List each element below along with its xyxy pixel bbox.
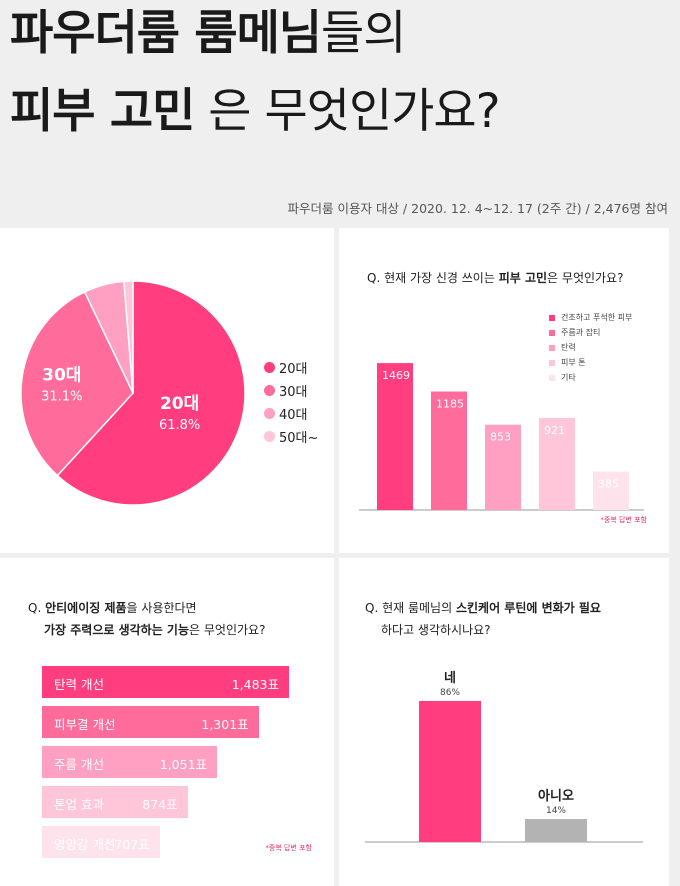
pie-value-2: 31.1%	[41, 389, 82, 404]
hbar-label: 톤업 효과	[54, 797, 104, 812]
hbar-value: 1,051표	[159, 757, 208, 772]
skin-concern-bar-chart: 1469 1185 853 921 385	[359, 363, 644, 511]
survey-source: 파우더룸 이용자 대상 / 2020. 12. 4~12. 17 (2주 간) …	[287, 201, 668, 216]
anti-aging-panel: Q. 안티에이징 제품을 사용한다면 가장 주력으로 생각하는 기능은 무엇인가…	[0, 558, 334, 886]
bar-legend-label: 주름과 잡티	[561, 328, 601, 337]
bar-legend-label: 탄력	[561, 343, 576, 352]
skin-concern-panel: Q. 현재 가장 신경 쓰이는 피부 고민은 무엇인가요? 건조하고 푸석한 피…	[339, 228, 669, 553]
pie-legend-label: 40대	[279, 408, 308, 423]
legend-square-icon	[549, 374, 555, 381]
legend-dot-icon	[264, 431, 275, 442]
hbar-2: 피부결 개선 1,301표	[42, 706, 259, 738]
hbar-value: 1,483표	[231, 677, 279, 692]
hbar-value: 707표	[114, 837, 150, 852]
routine-question-line2: 하다고 생각하시나요?	[381, 623, 491, 637]
legend-square-icon	[549, 329, 555, 336]
routine-change-panel: Q. 현재 룸메님의 스킨케어 루틴에 변화가 필요 하다고 생각하시나요? 네…	[339, 558, 669, 886]
anti-aging-question-line1: Q. 안티에이징 제품을 사용한다면	[28, 601, 197, 615]
skin-concern-note: *중복 답변 포함	[600, 516, 647, 524]
pie-slice-4	[123, 280, 134, 394]
bar-1	[377, 363, 413, 510]
bar-legend-label: 건조하고 푸석한 피부	[561, 313, 633, 322]
hbar-value: 1,301표	[201, 717, 249, 732]
routine-question-line1: Q. 현재 룸메님의 스킨케어 루틴에 변화가 필요	[365, 601, 601, 615]
anti-aging-question-line2: 가장 주력으로 생각하는 기능은 무엇인가요?	[44, 623, 266, 637]
age-pie-panel: 20대 61.8% 30대 31.1% 20대 30대 40대 50대~	[0, 228, 334, 553]
pie-legend-label: 50대~	[279, 431, 319, 446]
hbar-label: 영양감 개선	[54, 837, 116, 852]
hbar-5: 영양감 개선 707표	[42, 826, 160, 858]
pie-legend-item: 30대	[264, 381, 308, 400]
bar-2	[431, 391, 467, 510]
bar-legend-label: 피부 톤	[561, 358, 586, 367]
pie-label-2: 30대	[42, 365, 81, 385]
pie-slice-1	[56, 280, 246, 506]
bar-legend-item: 피부 톤	[549, 357, 586, 368]
anti-aging-note: *중복 답변 포함	[265, 844, 312, 852]
bar-legend-item: 주름과 잡티	[549, 327, 600, 338]
routine-bar-label: 네	[444, 670, 456, 686]
legend-dot-icon	[264, 362, 275, 373]
bar-value-label: 1185	[436, 398, 464, 411]
page-title-line1: 파우더룸 룸메님들의	[10, 6, 407, 61]
legend-dot-icon	[264, 385, 275, 396]
bar-value-label: 853	[490, 431, 511, 444]
bar-value-label: 1469	[382, 369, 410, 382]
hbar-label: 피부결 개선	[54, 717, 116, 732]
legend-square-icon	[549, 359, 555, 366]
pie-value-1: 61.8%	[159, 418, 200, 433]
pie-legend-item: 20대	[264, 358, 308, 377]
bar-value-label: 921	[544, 424, 565, 437]
skin-concern-question: Q. 현재 가장 신경 쓰이는 피부 고민은 무엇인가요?	[367, 271, 624, 285]
bar-3	[485, 424, 521, 510]
bar-4	[539, 417, 575, 510]
legend-square-icon	[549, 344, 555, 351]
bar-legend-label: 기타	[561, 373, 576, 382]
legend-dot-icon	[264, 408, 275, 419]
hbar-4: 톤업 효과 874표	[42, 786, 188, 818]
pie-label-1: 20대	[160, 394, 199, 414]
routine-bar-value: 14%	[546, 806, 566, 816]
bar-value-label: 385	[598, 478, 619, 491]
routine-bar-chart: 네 86% 아니오 14%	[365, 670, 643, 843]
pie-legend-item: 50대~	[264, 427, 318, 446]
routine-bar-value: 86%	[440, 688, 460, 698]
hbar-value: 874표	[142, 797, 178, 812]
hbar-label: 탄력 개선	[54, 677, 104, 692]
bar-legend-item: 탄력	[549, 342, 576, 353]
pie-legend-label: 20대	[279, 362, 308, 377]
pie-legend-label: 30대	[279, 385, 308, 400]
routine-bar-1	[419, 700, 481, 842]
bar-5	[593, 471, 629, 510]
hbar-1: 탄력 개선 1,483표	[42, 666, 289, 698]
legend-square-icon	[549, 314, 555, 321]
page-title-line2: 피부 고민 은 무엇인가요?	[10, 84, 501, 139]
bar-legend-item: 건조하고 푸석한 피부	[549, 312, 632, 323]
pie-slice-2	[20, 290, 134, 477]
bar-legend-item: 기타	[549, 372, 576, 383]
routine-bar-2	[525, 819, 587, 842]
hbar-3: 주름 개선 1,051표	[42, 746, 218, 778]
hbar-label: 주름 개선	[54, 757, 104, 772]
routine-bar-label: 아니오	[538, 788, 574, 804]
pie-legend-item: 40대	[264, 404, 308, 423]
age-pie-chart: 20대 61.8% 30대 31.1%	[20, 280, 246, 506]
